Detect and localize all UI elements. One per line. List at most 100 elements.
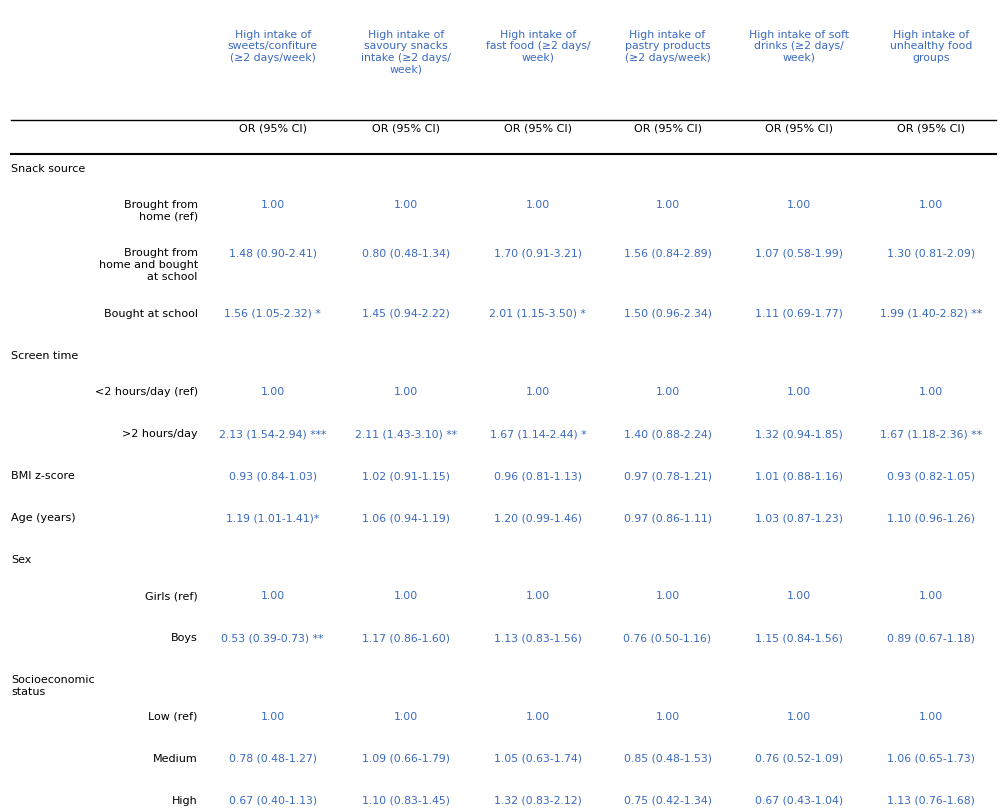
Text: 1.20 (0.99-1.46): 1.20 (0.99-1.46) bbox=[494, 514, 582, 523]
Text: Bought at school: Bought at school bbox=[104, 309, 198, 319]
Text: 1.00: 1.00 bbox=[919, 387, 943, 397]
Text: 1.00: 1.00 bbox=[919, 200, 943, 210]
Text: 1.00: 1.00 bbox=[787, 712, 811, 722]
Text: Age (years): Age (years) bbox=[11, 514, 76, 523]
Text: 2.11 (1.43-3.10) **: 2.11 (1.43-3.10) ** bbox=[355, 429, 457, 439]
Text: 1.15 (0.84-1.56): 1.15 (0.84-1.56) bbox=[755, 633, 843, 643]
Text: 1.70 (0.91-3.21): 1.70 (0.91-3.21) bbox=[494, 249, 582, 258]
Text: Girls (ref): Girls (ref) bbox=[145, 591, 198, 602]
Text: 1.00: 1.00 bbox=[526, 200, 550, 210]
Text: 0.85 (0.48-1.53): 0.85 (0.48-1.53) bbox=[624, 753, 712, 764]
Text: 1.00: 1.00 bbox=[394, 712, 418, 722]
Text: 2.01 (1.15-3.50) *: 2.01 (1.15-3.50) * bbox=[489, 309, 586, 319]
Text: 1.00: 1.00 bbox=[261, 200, 285, 210]
Text: High intake of
pastry products
(≥2 days/week): High intake of pastry products (≥2 days/… bbox=[625, 30, 710, 63]
Text: 1.99 (1.40-2.82) **: 1.99 (1.40-2.82) ** bbox=[880, 309, 982, 319]
Text: 0.80 (0.48-1.34): 0.80 (0.48-1.34) bbox=[362, 249, 450, 258]
Text: High intake of
unhealthy food
groups: High intake of unhealthy food groups bbox=[890, 30, 972, 63]
Text: 1.00: 1.00 bbox=[394, 591, 418, 602]
Text: 1.10 (0.83-1.45): 1.10 (0.83-1.45) bbox=[362, 795, 450, 806]
Text: Snack source: Snack source bbox=[11, 164, 86, 173]
Text: 0.76 (0.52-1.09): 0.76 (0.52-1.09) bbox=[755, 753, 843, 764]
Text: <2 hours/day (ref): <2 hours/day (ref) bbox=[95, 387, 198, 397]
Text: 1.07 (0.58-1.99): 1.07 (0.58-1.99) bbox=[755, 249, 843, 258]
Text: 1.11 (0.69-1.77): 1.11 (0.69-1.77) bbox=[755, 309, 843, 319]
Text: OR (95% CI): OR (95% CI) bbox=[504, 123, 572, 134]
Text: 0.67 (0.43-1.04): 0.67 (0.43-1.04) bbox=[755, 795, 843, 806]
Text: 1.00: 1.00 bbox=[655, 200, 680, 210]
Text: 0.97 (0.78-1.21): 0.97 (0.78-1.21) bbox=[624, 471, 712, 481]
Text: 1.00: 1.00 bbox=[919, 712, 943, 722]
Text: 0.75 (0.42-1.34): 0.75 (0.42-1.34) bbox=[624, 795, 712, 806]
Text: 1.48 (0.90-2.41): 1.48 (0.90-2.41) bbox=[229, 249, 317, 258]
Text: 1.13 (0.83-1.56): 1.13 (0.83-1.56) bbox=[494, 633, 582, 643]
Text: 1.00: 1.00 bbox=[787, 591, 811, 602]
Text: OR (95% CI): OR (95% CI) bbox=[239, 123, 307, 134]
Text: 0.93 (0.84-1.03): 0.93 (0.84-1.03) bbox=[229, 471, 317, 481]
Text: 1.00: 1.00 bbox=[261, 712, 285, 722]
Text: Boys: Boys bbox=[171, 633, 198, 643]
Text: 1.56 (0.84-2.89): 1.56 (0.84-2.89) bbox=[624, 249, 711, 258]
Text: 1.03 (0.87-1.23): 1.03 (0.87-1.23) bbox=[755, 514, 843, 523]
Text: 1.17 (0.86-1.60): 1.17 (0.86-1.60) bbox=[362, 633, 450, 643]
Text: 1.56 (1.05-2.32) *: 1.56 (1.05-2.32) * bbox=[224, 309, 321, 319]
Text: 1.67 (1.18-2.36) **: 1.67 (1.18-2.36) ** bbox=[880, 429, 982, 439]
Text: 1.00: 1.00 bbox=[655, 712, 680, 722]
Text: 1.50 (0.96-2.34): 1.50 (0.96-2.34) bbox=[624, 309, 712, 319]
Text: 1.06 (0.94-1.19): 1.06 (0.94-1.19) bbox=[362, 514, 450, 523]
Text: 1.00: 1.00 bbox=[526, 591, 550, 602]
Text: 1.00: 1.00 bbox=[526, 387, 550, 397]
Text: 0.97 (0.86-1.11): 0.97 (0.86-1.11) bbox=[624, 514, 712, 523]
Text: High intake of
fast food (≥2 days/
week): High intake of fast food (≥2 days/ week) bbox=[486, 30, 590, 63]
Text: 1.32 (0.94-1.85): 1.32 (0.94-1.85) bbox=[755, 429, 843, 439]
Text: 2.13 (1.54-2.94) ***: 2.13 (1.54-2.94) *** bbox=[219, 429, 326, 439]
Text: 1.19 (1.01-1.41)*: 1.19 (1.01-1.41)* bbox=[226, 514, 319, 523]
Text: 1.09 (0.66-1.79): 1.09 (0.66-1.79) bbox=[362, 753, 450, 764]
Text: 0.76 (0.50-1.16): 0.76 (0.50-1.16) bbox=[623, 633, 712, 643]
Text: OR (95% CI): OR (95% CI) bbox=[372, 123, 440, 134]
Text: Screen time: Screen time bbox=[11, 351, 79, 361]
Text: 1.02 (0.91-1.15): 1.02 (0.91-1.15) bbox=[362, 471, 450, 481]
Text: 1.45 (0.94-2.22): 1.45 (0.94-2.22) bbox=[362, 309, 450, 319]
Text: 1.00: 1.00 bbox=[787, 200, 811, 210]
Text: 1.32 (0.83-2.12): 1.32 (0.83-2.12) bbox=[494, 795, 582, 806]
Text: Brought from
home and bought
at school: Brought from home and bought at school bbox=[99, 249, 198, 282]
Text: 0.78 (0.48-1.27): 0.78 (0.48-1.27) bbox=[229, 753, 317, 764]
Text: 1.30 (0.81-2.09): 1.30 (0.81-2.09) bbox=[887, 249, 975, 258]
Text: 1.00: 1.00 bbox=[261, 591, 285, 602]
Text: >2 hours/day: >2 hours/day bbox=[122, 429, 198, 439]
Text: 1.00: 1.00 bbox=[526, 712, 550, 722]
Text: BMI z-score: BMI z-score bbox=[11, 471, 75, 481]
Text: High: High bbox=[172, 795, 198, 806]
Text: High intake of
savoury snacks
intake (≥2 days/
week): High intake of savoury snacks intake (≥2… bbox=[361, 30, 451, 75]
Text: Low (ref): Low (ref) bbox=[148, 712, 198, 722]
Text: 1.40 (0.88-2.24): 1.40 (0.88-2.24) bbox=[624, 429, 712, 439]
Text: 1.67 (1.14-2.44) *: 1.67 (1.14-2.44) * bbox=[490, 429, 586, 439]
Text: 1.00: 1.00 bbox=[655, 591, 680, 602]
Text: 1.00: 1.00 bbox=[261, 387, 285, 397]
Text: High intake of soft
drinks (≥2 days/
week): High intake of soft drinks (≥2 days/ wee… bbox=[749, 30, 849, 63]
Text: Medium: Medium bbox=[153, 753, 198, 764]
Text: Socioeconomic
status: Socioeconomic status bbox=[11, 676, 95, 697]
Text: 1.00: 1.00 bbox=[655, 387, 680, 397]
Text: OR (95% CI): OR (95% CI) bbox=[634, 123, 702, 134]
Text: OR (95% CI): OR (95% CI) bbox=[765, 123, 833, 134]
Text: Brought from
home (ref): Brought from home (ref) bbox=[124, 200, 198, 222]
Text: 1.06 (0.65-1.73): 1.06 (0.65-1.73) bbox=[887, 753, 975, 764]
Text: 0.53 (0.39-0.73) **: 0.53 (0.39-0.73) ** bbox=[221, 633, 324, 643]
Text: 1.10 (0.96-1.26): 1.10 (0.96-1.26) bbox=[887, 514, 975, 523]
Text: 1.00: 1.00 bbox=[394, 387, 418, 397]
Text: OR (95% CI): OR (95% CI) bbox=[897, 123, 965, 134]
Text: Sex: Sex bbox=[11, 555, 32, 565]
Text: 0.93 (0.82-1.05): 0.93 (0.82-1.05) bbox=[887, 471, 975, 481]
Text: 1.05 (0.63-1.74): 1.05 (0.63-1.74) bbox=[494, 753, 582, 764]
Text: 0.96 (0.81-1.13): 0.96 (0.81-1.13) bbox=[494, 471, 582, 481]
Text: 0.89 (0.67-1.18): 0.89 (0.67-1.18) bbox=[887, 633, 975, 643]
Text: 1.00: 1.00 bbox=[787, 387, 811, 397]
Text: 0.67 (0.40-1.13): 0.67 (0.40-1.13) bbox=[229, 795, 317, 806]
Text: 1.01 (0.88-1.16): 1.01 (0.88-1.16) bbox=[755, 471, 843, 481]
Text: 1.13 (0.76-1.68): 1.13 (0.76-1.68) bbox=[887, 795, 975, 806]
Text: 1.00: 1.00 bbox=[919, 591, 943, 602]
Text: High intake of
sweets/confiture
(≥2 days/week): High intake of sweets/confiture (≥2 days… bbox=[228, 30, 318, 63]
Text: 1.00: 1.00 bbox=[394, 200, 418, 210]
